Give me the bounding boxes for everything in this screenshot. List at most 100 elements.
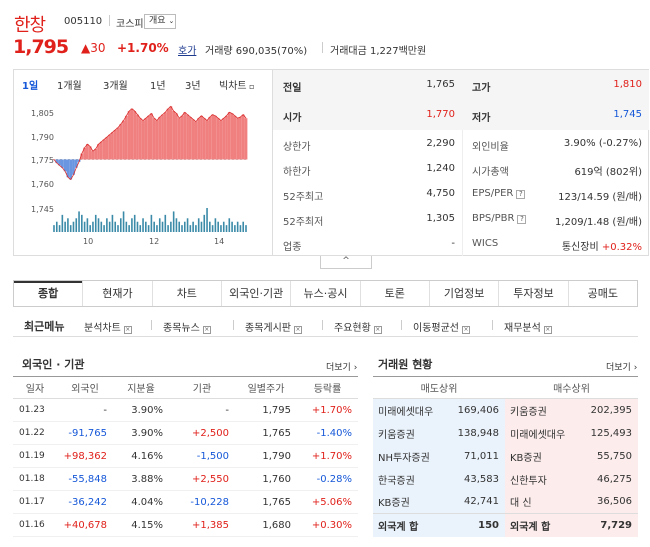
period-tab-3m[interactable]: 3개월 xyxy=(103,81,128,92)
volume-text: 거래량 690,035(70%) xyxy=(205,46,308,57)
volume-bar xyxy=(156,225,158,232)
price-bar xyxy=(102,139,106,160)
summary-label: 외인비율 xyxy=(472,142,509,153)
close-icon[interactable]: × xyxy=(123,326,132,334)
volume-bar xyxy=(206,208,208,232)
close-icon[interactable]: × xyxy=(373,326,382,334)
price-bar xyxy=(161,114,164,160)
volume-bar xyxy=(203,214,206,232)
recent-menu-item[interactable]: 종목뉴스 × xyxy=(163,319,211,334)
summary-label: 상한가 xyxy=(283,142,311,153)
tab-foreign-institution[interactable]: 외국인·기관 xyxy=(220,281,290,306)
tab-investment-info[interactable]: 투자정보 xyxy=(498,281,567,306)
price-bar xyxy=(60,159,64,168)
quote-link[interactable]: 호가 xyxy=(178,46,197,57)
close-icon[interactable]: × xyxy=(294,326,302,334)
price-bar xyxy=(127,111,131,160)
price-bar xyxy=(202,118,206,160)
price-bar xyxy=(58,159,61,166)
recent-menu-item[interactable]: 재무분석 × xyxy=(504,319,552,334)
tab-news[interactable]: 뉴스·공시 xyxy=(290,281,359,306)
price-bar xyxy=(83,147,86,160)
period-tab-1y[interactable]: 1년 xyxy=(150,81,166,92)
foreign-more-link[interactable]: 더보기 › xyxy=(326,363,358,373)
price-bar xyxy=(130,108,134,160)
table-cell: 169,406 xyxy=(446,398,505,422)
table-row: 01.18 -55,848 3.88% +2,550 1,760 -0.28% xyxy=(13,467,358,491)
price-bar xyxy=(155,120,159,160)
recent-menu-item[interactable]: 분석차트 × xyxy=(84,319,132,334)
volume-bar xyxy=(122,211,125,232)
tab-discussion[interactable]: 토론 xyxy=(359,281,429,306)
summary-label: WICS xyxy=(472,238,499,249)
broker-more-link[interactable]: 더보기 › xyxy=(606,363,638,373)
table-cell: - xyxy=(169,398,235,422)
overview-dropdown[interactable]: 개요 ⌄ xyxy=(144,14,176,29)
tab-short-selling[interactable]: 공매도 xyxy=(567,281,637,306)
summary-label: 업종 xyxy=(283,242,302,253)
close-icon[interactable]: × xyxy=(462,326,470,334)
close-icon[interactable]: × xyxy=(543,326,552,334)
price-bar xyxy=(158,116,162,160)
volume-bar xyxy=(97,218,100,232)
big-chart-link[interactable]: 빅차트 ▫ xyxy=(219,77,255,92)
foreign-section-title: 외국인 · 기관 xyxy=(22,358,85,371)
table-cell: 대 신 xyxy=(505,490,580,514)
volume-bars xyxy=(53,208,247,232)
close-icon[interactable]: × xyxy=(202,326,211,334)
price-bar xyxy=(227,112,231,160)
summary-label: 저가 xyxy=(472,113,491,124)
y-tick: 1,760 xyxy=(31,180,54,189)
collapse-toggle[interactable]: ^ xyxy=(320,256,372,269)
tab-chart[interactable]: 차트 xyxy=(151,281,221,306)
price-bar xyxy=(239,116,242,160)
recent-menu-item[interactable]: 주요현황 × xyxy=(334,319,382,334)
table-cell: 01.19 xyxy=(13,444,57,468)
volume-bar xyxy=(89,225,91,232)
table-cell: 36,506 xyxy=(579,490,638,514)
recent-menu-item[interactable]: 이동평균선 × xyxy=(413,319,470,334)
table-cell: +40,678 xyxy=(57,513,113,537)
table-cell: -10,228 xyxy=(169,490,235,514)
help-icon[interactable]: ? xyxy=(516,190,526,199)
table-row: NH투자증권 71,011 KB증권 55,750 xyxy=(373,444,638,468)
price-bar xyxy=(113,129,117,160)
table-cell: 4.16% xyxy=(113,444,169,468)
price-bar xyxy=(194,121,198,160)
table-cell: 1,680 xyxy=(235,513,297,537)
volume-bar xyxy=(245,225,247,232)
summary-label: 고가 xyxy=(472,83,491,94)
volume-bar xyxy=(222,221,225,232)
volume-bar xyxy=(225,225,228,232)
table-cell: +98,362 xyxy=(57,444,113,468)
row-background xyxy=(273,70,649,100)
volume-bar xyxy=(231,221,233,232)
recent-menu-item[interactable]: 종목게시판 × xyxy=(245,319,302,334)
period-tab-3y[interactable]: 3년 xyxy=(185,81,201,92)
summary-value: - xyxy=(451,238,455,249)
y-tick: 1,745 xyxy=(31,205,54,214)
tab-company-info[interactable]: 기업정보 xyxy=(428,281,498,306)
volume-bar xyxy=(200,221,203,232)
tab-current-price[interactable]: 현재가 xyxy=(82,281,151,306)
summary-value: 통신장비 +0.32% xyxy=(561,242,642,253)
volume-bar xyxy=(214,218,217,232)
period-tab-1d[interactable]: 1일 xyxy=(22,81,39,92)
divider xyxy=(401,320,402,330)
help-icon[interactable]: ? xyxy=(517,215,527,224)
row-background xyxy=(273,100,649,130)
price-bar xyxy=(122,120,125,160)
chevron-down-icon: ⌄ xyxy=(168,17,175,25)
summary-value: 1,209/1.48 (원/배) xyxy=(554,217,642,228)
price-area xyxy=(52,105,248,181)
period-tab-1m[interactable]: 1개월 xyxy=(57,81,82,92)
table-cell: 1,790 xyxy=(235,444,297,468)
price-bar xyxy=(80,153,84,160)
table-row: 01.19 +98,362 4.16% -1,500 1,790 +1.70% xyxy=(13,444,358,468)
volume-bar xyxy=(108,221,111,232)
recent-menu-item-label: 분석차트 xyxy=(84,323,121,334)
volume-bar xyxy=(61,214,64,232)
price-bar xyxy=(147,115,150,160)
tab-overview[interactable]: 종합 xyxy=(14,281,83,306)
summary-label: 전일 xyxy=(283,83,302,94)
